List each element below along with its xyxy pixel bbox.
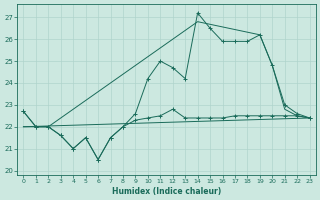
X-axis label: Humidex (Indice chaleur): Humidex (Indice chaleur) xyxy=(112,187,221,196)
